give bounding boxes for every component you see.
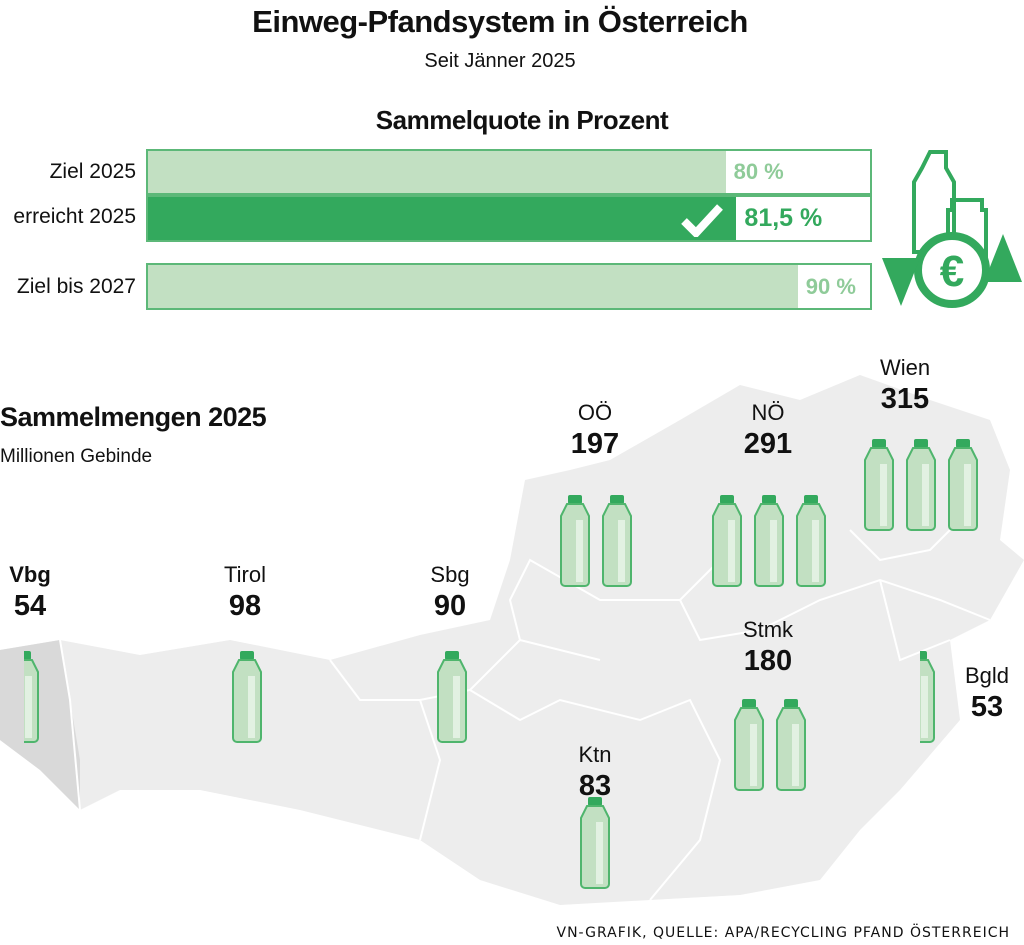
bar-label: Ziel bis 2027 (16, 275, 136, 298)
bar-ziel-2025: 80 % (146, 149, 872, 195)
region-value: 90 (433, 590, 467, 622)
region-value: 53 (970, 691, 1004, 723)
amounts-unit: Millionen Gebinde (0, 446, 153, 467)
bar-value-label: 90 % (805, 273, 856, 299)
bottle-icon (602, 495, 632, 587)
page-subtitle: Seit Jänner 2025 (424, 50, 576, 72)
bar-value-label: 80 % (733, 159, 784, 184)
bar-label: erreicht 2025 (13, 205, 136, 228)
region-name: OÖ (577, 400, 613, 425)
region-name: Wien (879, 355, 931, 380)
region-value: 180 (743, 645, 793, 677)
region-name: Stmk (742, 617, 794, 642)
bar-fill (148, 197, 737, 240)
region-name: Bgld (964, 663, 1010, 688)
svg-text:€: € (940, 247, 964, 296)
region-value: 98 (228, 590, 262, 622)
bottle-icon (560, 495, 590, 587)
region-name: Vbg (9, 562, 51, 587)
checkmark-icon (681, 204, 723, 237)
bottle-icon (796, 495, 826, 587)
bar-label: Ziel 2025 (49, 160, 136, 183)
page-title: Einweg-Pfandsystem in Österreich (252, 4, 748, 39)
bottle-icon (437, 651, 467, 743)
bar-erreicht-2025: 81,5 % (146, 195, 872, 242)
amounts-title: Sammelmengen 2025 (0, 402, 267, 432)
bottle-icon (24, 651, 39, 743)
bar-value-label: 81,5 % (744, 204, 823, 232)
region-value: 315 (880, 383, 930, 415)
bar-ziel-2027: 90 % (146, 263, 872, 310)
region-name: NÖ (751, 400, 785, 425)
bottle-icon (712, 495, 742, 587)
bottle-icon (948, 439, 978, 531)
region-name: Ktn (578, 742, 612, 767)
bottle-icon (920, 651, 935, 743)
source-credit: VN-GRAFIK, QUELLE: APA/RECYCLING PFAND Ö… (556, 925, 1010, 941)
bar-fill (148, 151, 726, 193)
bottle-icon (580, 797, 610, 889)
bottle-icon (754, 495, 784, 587)
region-name: Tirol (224, 562, 266, 587)
region-name: Sbg (430, 562, 470, 587)
bottle-icon (776, 699, 806, 791)
bottle-icon (906, 439, 936, 531)
bottle-icon (232, 651, 262, 743)
bottle-icon (864, 439, 894, 531)
quota-chart-title: Sammelquote in Prozent (375, 105, 669, 135)
region-value: 54 (13, 590, 47, 622)
bottle-euro-recycle-icon: € (882, 150, 1022, 308)
bottle-icon (734, 699, 764, 791)
bar-fill (148, 265, 798, 308)
region-value: 291 (743, 428, 793, 460)
region-value: 197 (570, 428, 620, 460)
region-value: 83 (578, 770, 612, 802)
vorarlberg-region (0, 640, 80, 810)
